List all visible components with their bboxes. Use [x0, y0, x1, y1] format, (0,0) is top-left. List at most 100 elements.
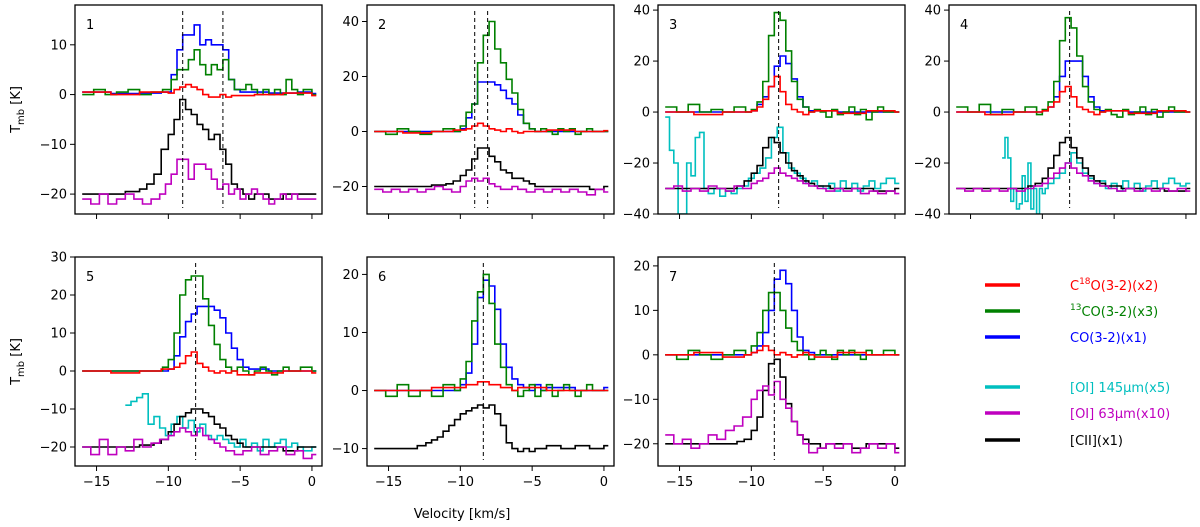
series-oi63	[374, 177, 609, 196]
panel-frame	[948, 4, 1197, 215]
y-tick-label: −20	[623, 157, 650, 172]
x-tick-label: −15	[83, 475, 110, 490]
legend-label: [CII](x1)	[1070, 434, 1123, 449]
y-tick-label: −10	[623, 393, 650, 408]
panel-frame	[657, 4, 906, 215]
legend-label: C18O(3-2)(x2)	[1070, 277, 1158, 294]
y-tick-label: 20	[633, 55, 650, 70]
plot-area	[665, 263, 900, 460]
panel-2: −20 0 20 40 2	[332, 4, 615, 219]
plot-area	[956, 11, 1191, 214]
series-cii	[374, 404, 609, 453]
series-cii	[82, 98, 317, 200]
series-co	[82, 305, 317, 372]
legend-label: CO(3-2)(x1)	[1070, 331, 1147, 346]
series-c13o	[665, 11, 900, 121]
panel-number: 4	[960, 18, 968, 33]
series-oi63	[82, 427, 317, 460]
y-tick-label: 40	[924, 4, 941, 19]
x-tick-label: −5	[231, 475, 250, 490]
panel-number: 1	[86, 18, 94, 33]
y-tick-label: 10	[342, 326, 359, 341]
x-tick-label: −10	[155, 475, 182, 490]
series-oi145	[1002, 136, 1191, 214]
y-tick-label: 10	[633, 304, 650, 319]
series-oi63	[82, 158, 317, 205]
series-cii	[374, 147, 609, 191]
legend: C18O(3-2)(x2) 13CO(3-2)(x3) CO(3-2)(x1) [OI…	[985, 277, 1170, 449]
plot-area	[374, 11, 609, 208]
series-cii	[665, 358, 900, 449]
series-c18o	[665, 75, 900, 116]
series-c18o	[374, 381, 609, 392]
series-oi145	[125, 393, 317, 452]
y-tick-label: 20	[633, 259, 650, 274]
plot-area	[374, 263, 609, 460]
x-tick-label: 0	[308, 475, 316, 490]
y-tick-label: −20	[40, 188, 67, 203]
panel-number: 7	[669, 270, 677, 285]
y-tick-label: −40	[623, 208, 650, 223]
panel-3: −40 −20 0 20 40 3	[623, 4, 906, 223]
legend-label: [OI] 145μm(x5)	[1070, 381, 1170, 396]
series-c13o	[374, 20, 609, 136]
series-c18o	[665, 345, 900, 358]
y-tick-label: 0	[351, 125, 359, 140]
y-tick-label: −20	[623, 437, 650, 452]
series-c18o	[82, 351, 317, 376]
plot-area	[665, 11, 900, 214]
panel-number: 5	[86, 270, 94, 285]
x-tick-label: −15	[375, 475, 402, 490]
y-tick-label: 0	[59, 365, 67, 380]
series-cii	[665, 136, 900, 192]
series-c18o	[374, 122, 609, 134]
series-c13o	[82, 49, 317, 96]
x-tick-label: 0	[891, 475, 899, 490]
panel-number: 3	[669, 18, 677, 33]
legend-item-cii: [CII](x1)	[985, 434, 1123, 449]
y-tick-label: 0	[642, 348, 650, 363]
y-tick-label: 20	[342, 70, 359, 85]
y-axis-label: Tmb [K]	[9, 86, 27, 134]
series-cii	[956, 136, 1191, 192]
y-tick-label: −20	[914, 157, 941, 172]
y-tick-label: 0	[351, 384, 359, 399]
y-tick-label: 40	[342, 15, 359, 30]
panel-frame	[74, 256, 323, 467]
series-c13o	[374, 273, 609, 398]
y-tick-label: 0	[642, 106, 650, 121]
series-co	[374, 279, 609, 392]
panel-frame	[74, 4, 323, 215]
series-c18o	[956, 85, 1191, 116]
y-tick-label: −10	[40, 138, 67, 153]
plot-area	[82, 11, 317, 208]
legend-item-oi145: [OI] 145μm(x5)	[985, 381, 1170, 396]
series-co	[374, 81, 609, 133]
series-oi63	[665, 380, 900, 454]
legend-item-co: CO(3-2)(x1)	[985, 331, 1147, 346]
x-tick-label: −5	[523, 475, 542, 490]
panel-number: 2	[378, 18, 386, 33]
y-tick-label: 20	[50, 289, 67, 304]
panel-6: −10 0 10 20 −15 −10 −5 0 6	[332, 256, 615, 490]
y-tick-label: −40	[914, 208, 941, 223]
y-tick-label: 0	[933, 106, 941, 121]
x-axis-label: Velocity [km/s]	[414, 507, 511, 522]
y-tick-label: −20	[332, 180, 359, 195]
series-oi63	[665, 167, 900, 195]
x-tick-label: −5	[814, 475, 833, 490]
x-tick-label: −15	[666, 475, 693, 490]
plot-area	[82, 263, 317, 460]
panel-7: −20 −10 0 10 20 −15 −10 −5 0 7	[623, 256, 906, 490]
panel-5: −20 −10 0 10 20 30 −15 −10 −5 0 5 Tmb [K]	[9, 251, 323, 490]
series-c13o	[956, 16, 1191, 118]
y-tick-label: −10	[332, 442, 359, 457]
legend-item-c13o: 13CO(3-2)(x3)	[985, 303, 1158, 320]
legend-item-oi63: [OI] 63μm(x10)	[985, 407, 1170, 422]
x-tick-label: −10	[738, 475, 765, 490]
x-tick-label: −10	[447, 475, 474, 490]
legend-label: 13CO(3-2)(x3)	[1070, 303, 1158, 320]
series-c18o	[82, 83, 317, 98]
y-tick-label: −20	[40, 441, 67, 456]
